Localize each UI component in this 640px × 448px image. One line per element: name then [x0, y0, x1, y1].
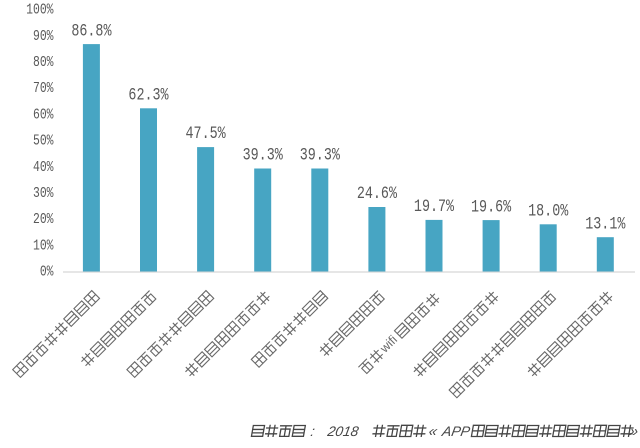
svg-text:40%: 40%: [33, 159, 54, 176]
svg-text:30%: 30%: [33, 185, 54, 202]
svg-text:APP: APP: [440, 423, 472, 439]
svg-text:86.8%: 86.8%: [71, 21, 112, 41]
svg-text:39.3%: 39.3%: [243, 145, 284, 165]
svg-text:0%: 0%: [40, 263, 54, 280]
svg-text:39.3%: 39.3%: [300, 145, 341, 165]
svg-text:«: «: [427, 423, 439, 440]
svg-text:90%: 90%: [33, 28, 54, 45]
svg-text:100%: 100%: [26, 1, 53, 18]
svg-text:62.3%: 62.3%: [128, 85, 169, 105]
svg-text:19.7%: 19.7%: [414, 196, 455, 216]
svg-text:80%: 80%: [33, 54, 54, 71]
svg-text:47.5%: 47.5%: [186, 124, 227, 144]
svg-text::: :: [309, 423, 316, 439]
svg-text:50%: 50%: [33, 132, 54, 149]
svg-text:24.6%: 24.6%: [357, 184, 398, 204]
svg-text:20%: 20%: [33, 211, 54, 228]
svg-text:10%: 10%: [33, 237, 54, 254]
svg-text:13.1%: 13.1%: [585, 214, 626, 234]
svg-text:2018: 2018: [325, 423, 360, 439]
svg-text:70%: 70%: [33, 80, 54, 97]
svg-text:19.6%: 19.6%: [471, 197, 512, 217]
svg-text:60%: 60%: [33, 106, 54, 123]
svg-text:»: »: [628, 423, 639, 440]
svg-text:18.0%: 18.0%: [528, 201, 569, 221]
